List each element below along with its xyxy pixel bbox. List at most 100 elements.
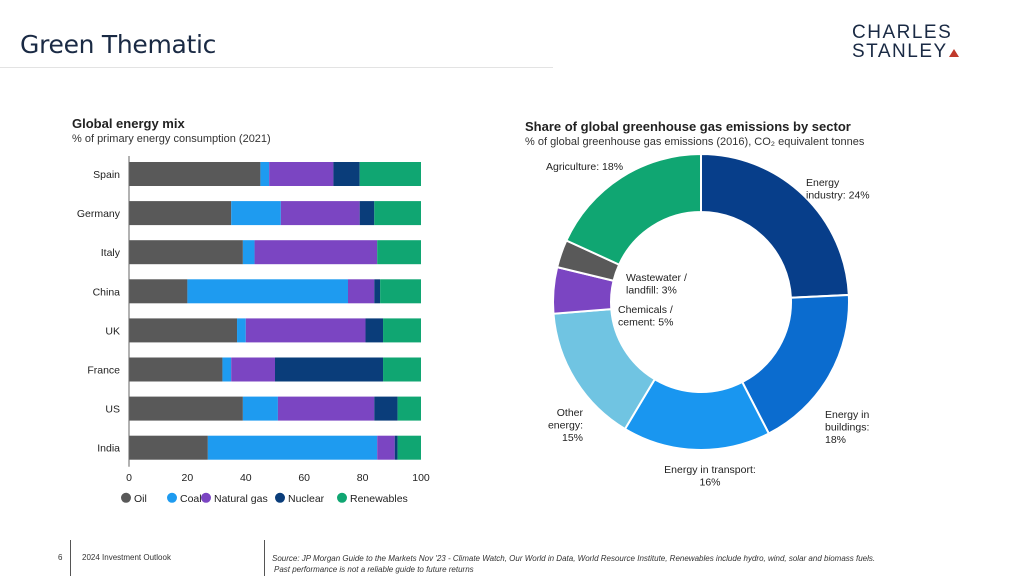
bar-germany-renewables — [374, 201, 421, 226]
country-label-germany: Germany — [77, 208, 121, 220]
donut-label-energy-in-transport: Energy in transport: 16% — [664, 464, 756, 489]
source-note: Source: JP Morgan Guide to the Markets N… — [272, 553, 875, 575]
country-label-india: India — [97, 443, 120, 455]
donut-slice-energy-industry — [700, 152, 850, 299]
energy-mix-bar-chart: Spain Germany Italy China UK France US India 0 20… — [77, 156, 430, 505]
bar-france-oil — [129, 357, 223, 382]
country-label-spain: Spain — [93, 169, 120, 181]
footer-label: 2024 Investment Outlook — [82, 553, 171, 562]
donut-slice-agriculture — [565, 152, 702, 266]
bar-china-renewables — [380, 279, 421, 304]
donut-label-line: 16% — [699, 477, 720, 489]
footer-divider-left — [70, 540, 71, 576]
bar-spain-nuclear — [333, 162, 360, 186]
bar-spain-renewables — [359, 162, 421, 186]
country-label-france: France — [87, 365, 120, 377]
bar-india-natural-gas — [377, 435, 395, 460]
bar-india-nuclear — [394, 435, 398, 460]
country-label-italy: Italy — [101, 247, 121, 259]
bar-spain-natural-gas — [269, 162, 334, 186]
page-number: 6 — [58, 553, 63, 562]
bar-india-oil — [129, 435, 208, 460]
bar-india-coal — [207, 435, 378, 460]
donut-label-line: Agriculture: 18% — [546, 161, 623, 173]
bar-uk-natural-gas — [245, 318, 366, 343]
x-tick-label-0: 0 — [126, 472, 132, 484]
donut-chart-title: Share of global greenhouse gas emissions… — [525, 119, 851, 134]
donut-label-line: 18% — [825, 434, 846, 446]
donut-label-agriculture: Agriculture: 18% — [546, 161, 623, 173]
legend-label-renewables: Renewables — [350, 493, 408, 505]
slide-title: Green Thematic — [20, 30, 217, 59]
donut-label-line: Wastewater / — [626, 272, 687, 284]
bar-italy-renewables — [377, 240, 421, 265]
donut-label-line: Energy — [806, 177, 840, 189]
x-tick-label-60: 60 — [298, 472, 310, 484]
footer-divider-right — [264, 540, 265, 576]
bar-france-natural-gas — [231, 357, 275, 382]
bar-france-coal — [222, 357, 232, 382]
donut-chart-subtitle: % of global greenhouse gas emissions (20… — [525, 136, 865, 148]
donut-label-line: energy: — [548, 420, 583, 432]
emissions-donut-chart: Energy industry: 24% Energy in buildings: 18… — [546, 152, 870, 489]
legend-label-natural-gas: Natural gas — [214, 493, 268, 505]
country-label-us: US — [105, 404, 120, 416]
legend-label-coal: Coal — [180, 493, 202, 505]
logo-line-1: CHARLES — [852, 22, 953, 43]
legend-label-nuclear: Nuclear — [288, 493, 325, 505]
donut-label-other-energy: Other energy: 15% — [548, 407, 584, 444]
legend-marker-oil — [121, 492, 131, 503]
legend-marker-natural-gas — [201, 492, 211, 503]
donut-label-line: Energy in transport: — [664, 464, 756, 476]
bar-uk-nuclear — [365, 318, 384, 343]
bar-chart-title: Global energy mix — [72, 116, 185, 131]
bar-us-oil — [129, 396, 243, 421]
bar-us-renewables — [397, 396, 421, 421]
country-label-china: China — [93, 286, 121, 298]
country-label-uk: UK — [105, 325, 120, 337]
donut-label-line: buildings: — [825, 422, 869, 434]
bar-italy-oil — [129, 240, 243, 265]
bar-uk-renewables — [383, 318, 421, 343]
bar-china-oil — [129, 279, 188, 304]
donut-label-line: cement: 5% — [618, 317, 673, 329]
donut-label-line: industry: 24% — [806, 190, 870, 202]
bar-italy-natural-gas — [254, 240, 378, 265]
x-tick-label-20: 20 — [182, 472, 194, 484]
bar-italy-coal — [242, 240, 255, 265]
donut-label-line: 15% — [562, 432, 583, 444]
bar-uk-coal — [237, 318, 246, 343]
bar-us-coal — [242, 396, 278, 421]
source-line-1: Source: JP Morgan Guide to the Markets N… — [272, 554, 876, 563]
bar-spain-coal — [260, 162, 270, 186]
bar-uk-oil — [129, 318, 238, 343]
legend-marker-renewables — [337, 492, 347, 503]
title-divider — [0, 67, 553, 68]
donut-label-line: Energy in — [825, 409, 870, 421]
bar-spain-oil — [129, 162, 261, 186]
donut-label-line: landfill: 3% — [626, 285, 677, 297]
bar-china-coal — [187, 279, 348, 304]
bar-india-renewables — [397, 435, 421, 460]
bar-germany-coal — [231, 201, 281, 226]
x-tick-label-40: 40 — [240, 472, 252, 484]
legend-marker-nuclear — [275, 492, 285, 503]
bar-germany-oil — [129, 201, 232, 226]
x-tick-label-80: 80 — [357, 472, 369, 484]
donut-label-wastewater-landfill: Wastewater / landfill: 3% — [626, 272, 687, 297]
bar-chart-subtitle: % of primary energy consumption (2021) — [72, 133, 271, 145]
charles-stanley-logo: CHARLES STANLEY — [852, 23, 959, 61]
bar-germany-nuclear — [359, 201, 375, 226]
legend-marker-coal — [167, 492, 177, 503]
donut-label-line: Other — [557, 407, 584, 419]
bar-france-nuclear — [275, 357, 384, 382]
bar-france-renewables — [383, 357, 421, 382]
source-line-2: Past performance is not a reliable guide… — [274, 565, 474, 574]
bar-us-nuclear — [374, 396, 398, 421]
donut-label-line: Chemicals / — [618, 304, 673, 316]
x-tick-label-100: 100 — [412, 472, 430, 484]
donut-label-energy-in-buildings: Energy in buildings: 18% — [825, 409, 870, 446]
logo-line-2: STANLEY — [852, 42, 959, 61]
donut-label-energy-industry: Energy industry: 24% — [806, 177, 870, 202]
logo-triangle-icon — [948, 49, 959, 57]
